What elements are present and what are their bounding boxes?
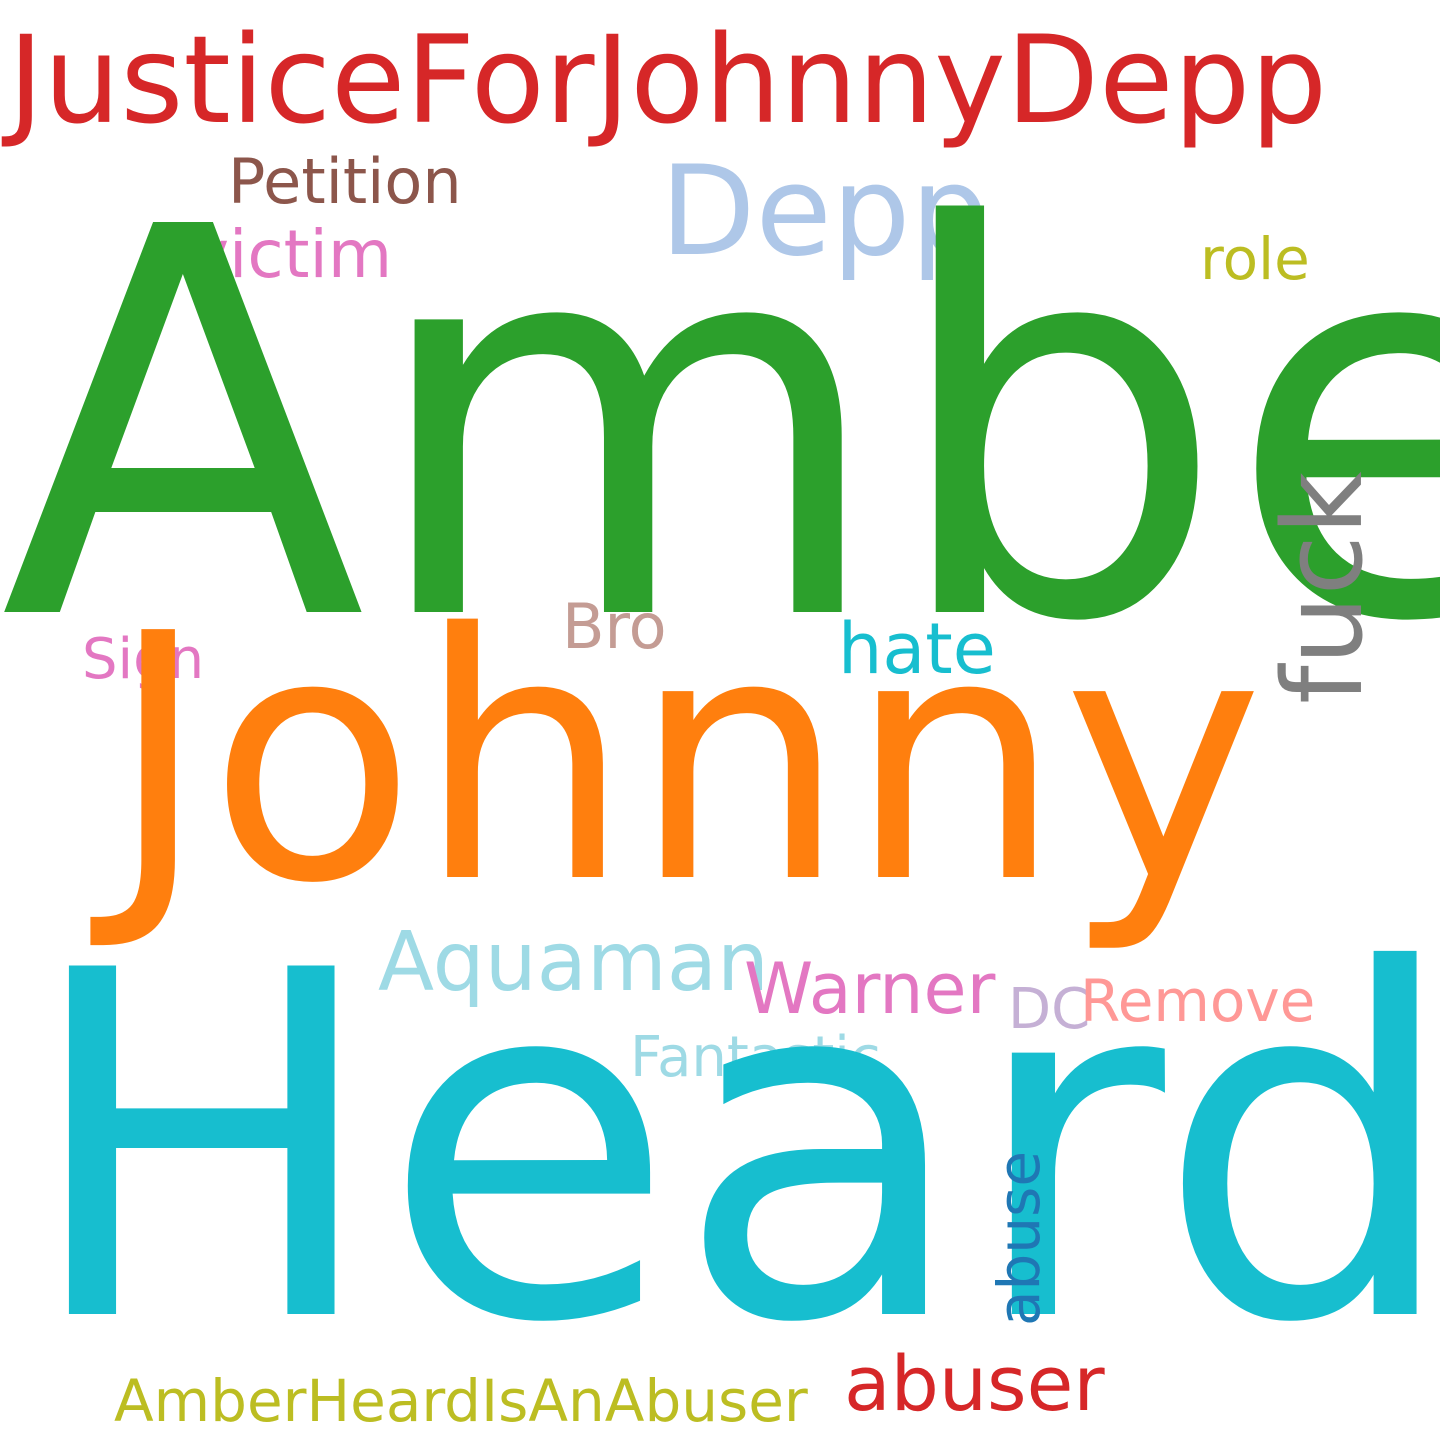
word-johnny: Johnny xyxy=(108,562,1264,958)
word-sign: Sign xyxy=(82,627,205,692)
word-amberheardisanabuser: AmberHeardIsAnAbuser xyxy=(114,1367,808,1435)
word-depp: Depp xyxy=(660,140,990,284)
word-fuck: fuck xyxy=(1259,471,1387,704)
word-remove: Remove xyxy=(1080,967,1316,1035)
word-fantastic: Fantastic xyxy=(630,1025,881,1090)
word-warner: Warner xyxy=(744,948,996,1030)
word-petition: Petition xyxy=(228,145,462,218)
word-role: role xyxy=(1200,225,1310,293)
word-justiceforjohnnydepp: JusticeForJohnnyDepp xyxy=(8,10,1328,151)
word-bro: Bro xyxy=(562,590,667,663)
word-amber: Amber xyxy=(0,116,1440,739)
word-victim: victim xyxy=(190,216,393,293)
word-abuser: abuser xyxy=(844,1339,1105,1428)
word-dc: DC xyxy=(1008,977,1091,1042)
word-aquaman: Aquaman xyxy=(378,915,770,1010)
word-abuse: abuse xyxy=(985,1150,1053,1326)
word-heard: Heard xyxy=(22,870,1440,1427)
word-hate: hate xyxy=(838,608,996,690)
